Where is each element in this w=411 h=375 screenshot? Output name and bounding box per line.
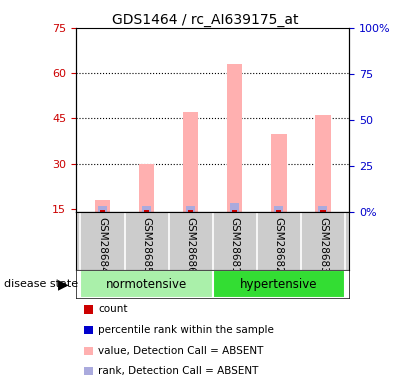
Bar [319,206,327,212]
Bar [271,134,286,212]
Bar [139,164,154,212]
Bar [227,64,242,212]
Bar [186,206,195,212]
Text: percentile rank within the sample: percentile rank within the sample [98,325,274,335]
Bar [183,112,199,212]
Bar [315,116,330,212]
Bar [142,206,151,212]
Bar [100,210,105,212]
Bar [320,210,326,212]
Text: disease state: disease state [4,279,78,289]
Bar [98,206,107,212]
Bar [232,210,238,212]
Bar [95,200,110,212]
Text: GSM28685: GSM28685 [141,216,152,273]
Bar [81,270,213,298]
Bar [276,210,282,212]
Text: rank, Detection Call = ABSENT: rank, Detection Call = ABSENT [98,366,259,375]
Text: GDS1464 / rc_AI639175_at: GDS1464 / rc_AI639175_at [112,13,299,27]
Text: count: count [98,304,128,314]
Bar [213,270,345,298]
Text: GSM28684: GSM28684 [97,216,108,273]
Bar [230,203,239,212]
Bar [144,210,149,212]
Text: hypertensive: hypertensive [240,278,318,291]
Bar [188,210,193,212]
Text: value, Detection Call = ABSENT: value, Detection Call = ABSENT [98,346,263,355]
Text: GSM28686: GSM28686 [186,216,196,273]
Text: GSM28683: GSM28683 [318,216,328,273]
Text: ▶: ▶ [58,277,69,291]
Bar [275,206,283,212]
Text: GSM28682: GSM28682 [274,216,284,273]
Text: normotensive: normotensive [106,278,187,291]
Text: GSM28681: GSM28681 [230,216,240,273]
